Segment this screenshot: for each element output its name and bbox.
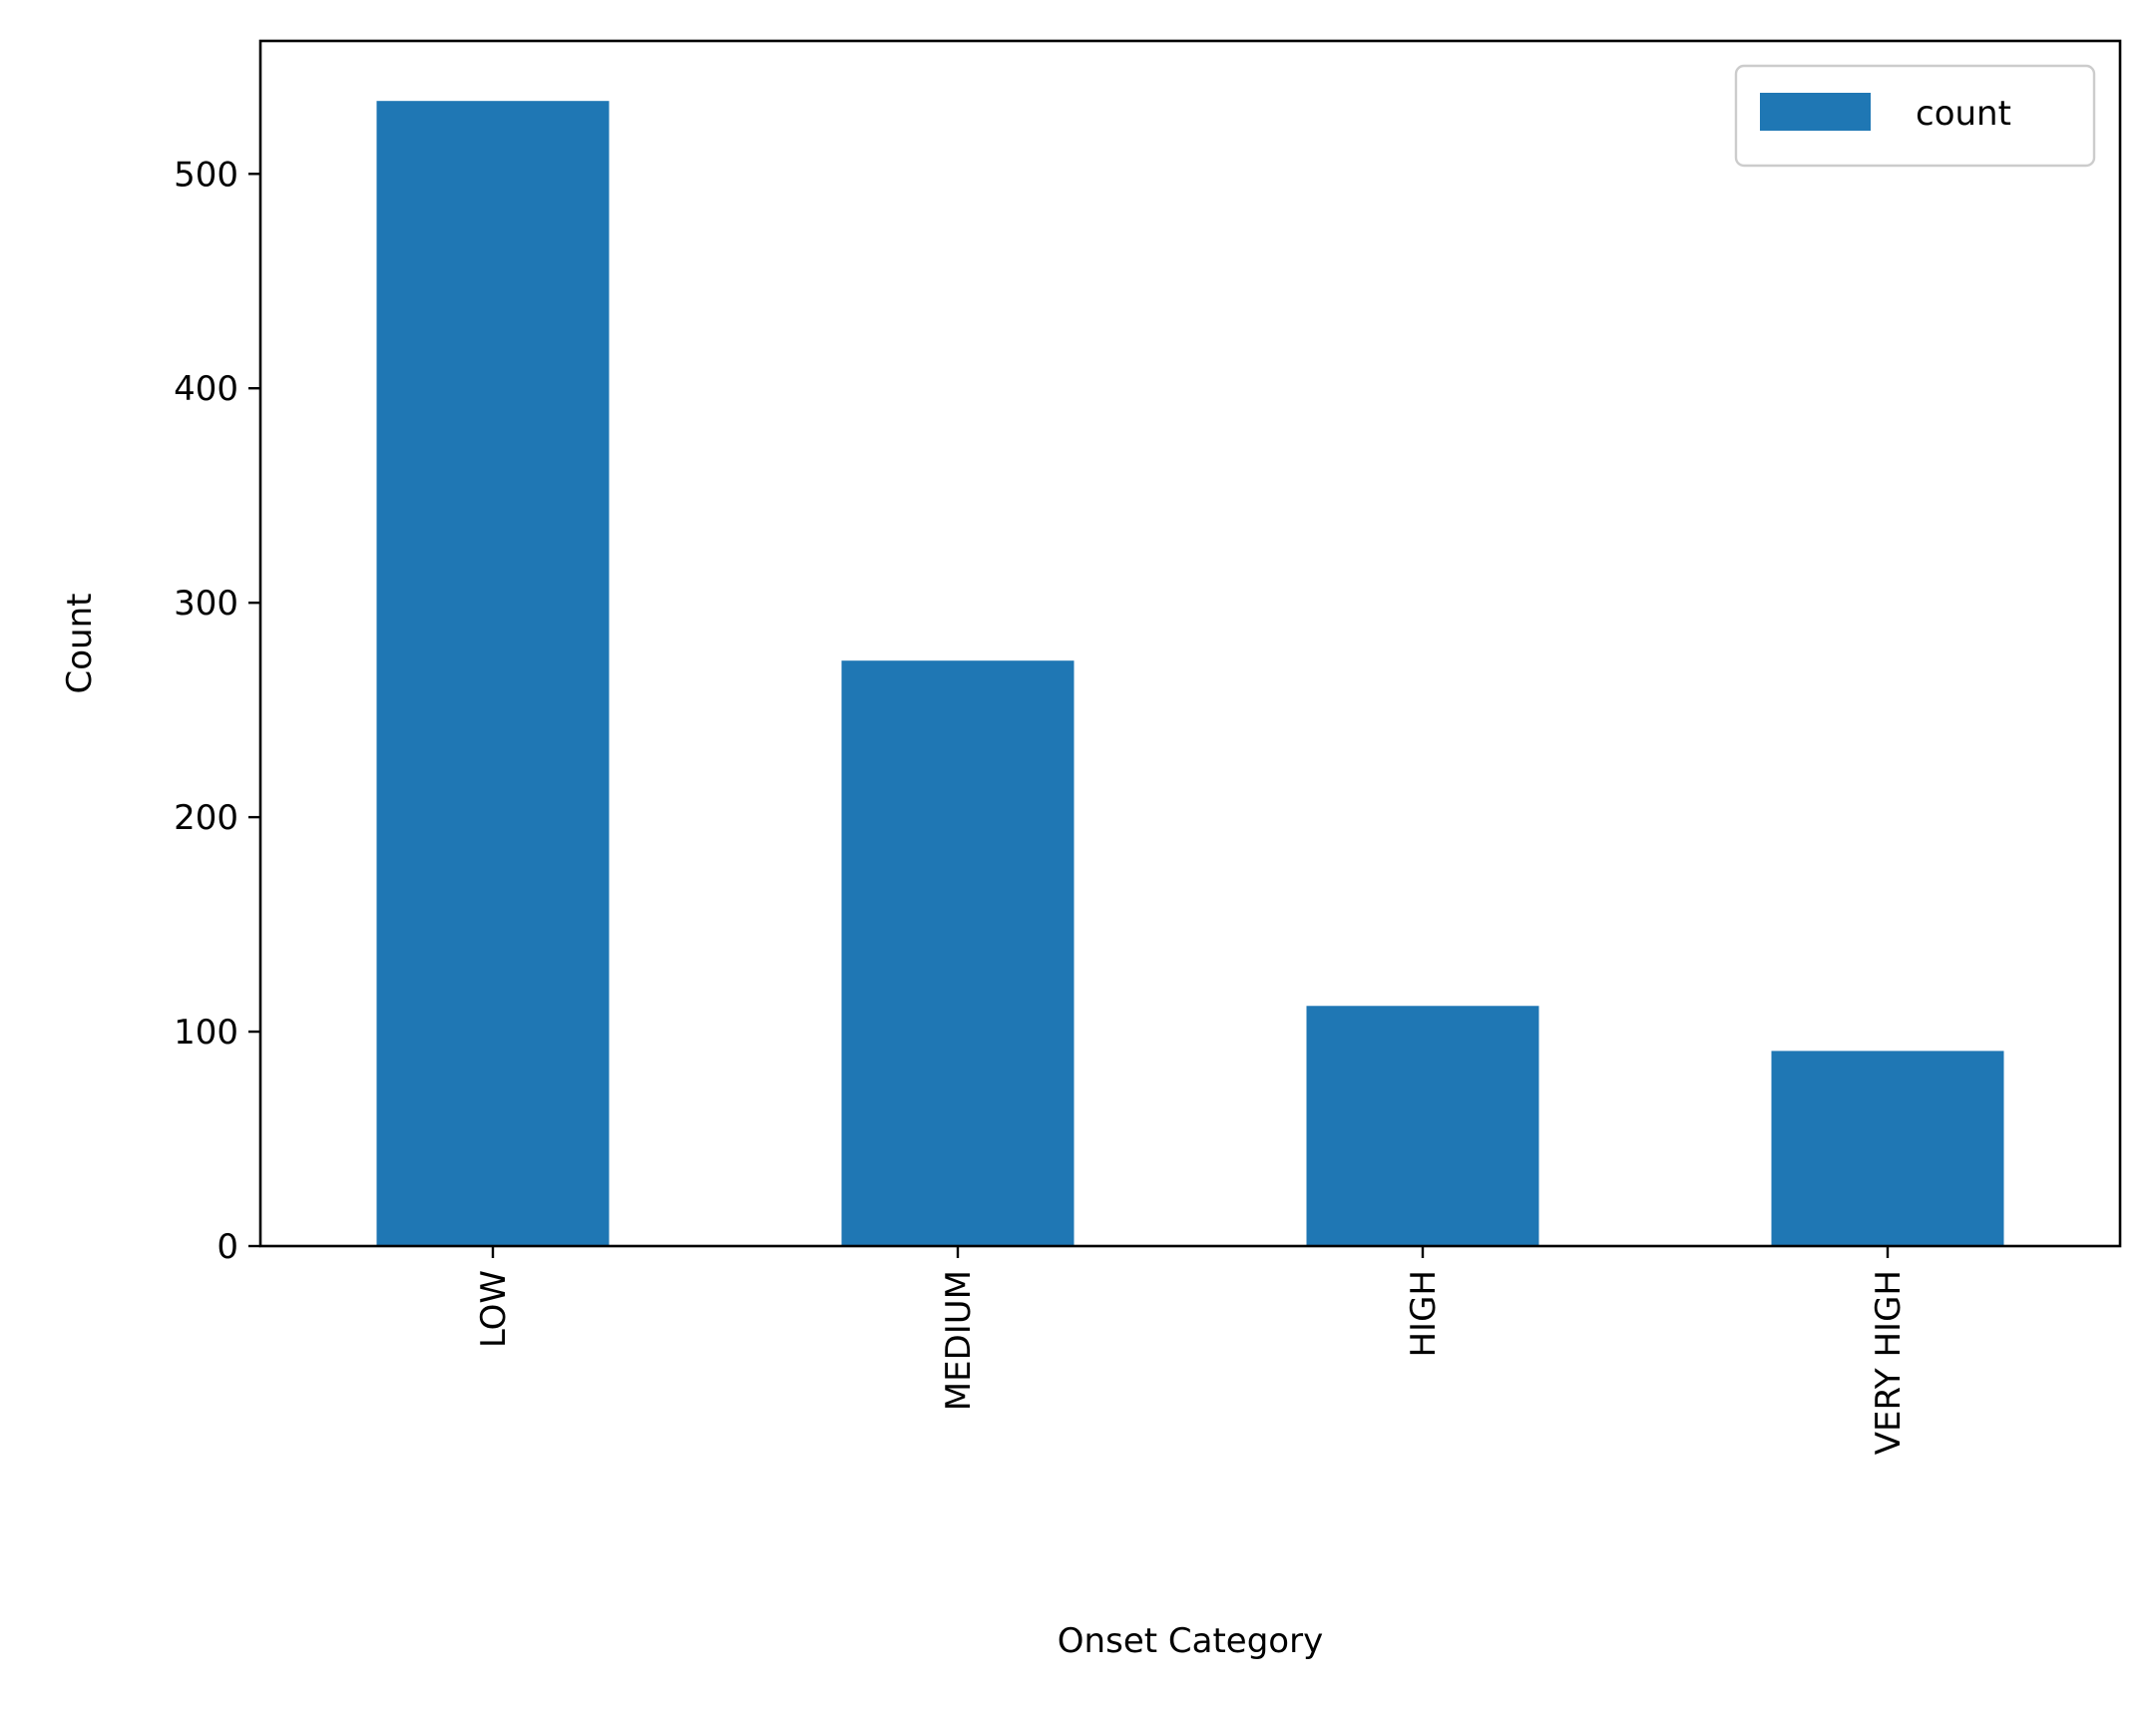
y-axis-label: Count xyxy=(60,594,100,694)
y-tick-label: 500 xyxy=(174,155,238,195)
legend-label: count xyxy=(1916,94,2011,134)
x-tick-label: LOW xyxy=(474,1270,514,1348)
y-tick-label: 300 xyxy=(174,584,238,624)
bar-medium xyxy=(841,660,1075,1246)
x-tick-label: MEDIUM xyxy=(939,1270,979,1411)
plot-frame xyxy=(258,39,2122,1248)
legend: count xyxy=(1734,64,2096,168)
x-axis-label: Onset Category xyxy=(1058,1621,1323,1661)
y-tick-label: 100 xyxy=(174,1013,238,1053)
x-tick-label: HIGH xyxy=(1404,1270,1444,1358)
x-axis: LOW MEDIUM HIGH VERY HIGH xyxy=(474,1246,1909,1455)
x-tick-label: VERY HIGH xyxy=(1869,1270,1909,1455)
y-axis: 0 100 200 300 400 500 xyxy=(174,155,260,1267)
y-tick-label: 0 xyxy=(216,1227,238,1267)
bar-high xyxy=(1306,1006,1539,1246)
legend-box xyxy=(1734,64,2096,168)
bar-very-high xyxy=(1771,1051,2004,1246)
y-tick-label: 200 xyxy=(174,798,238,838)
bar-low xyxy=(376,101,610,1246)
y-tick-label: 400 xyxy=(174,369,238,409)
bars-layer xyxy=(376,101,2004,1246)
legend-swatch xyxy=(1760,93,1871,131)
